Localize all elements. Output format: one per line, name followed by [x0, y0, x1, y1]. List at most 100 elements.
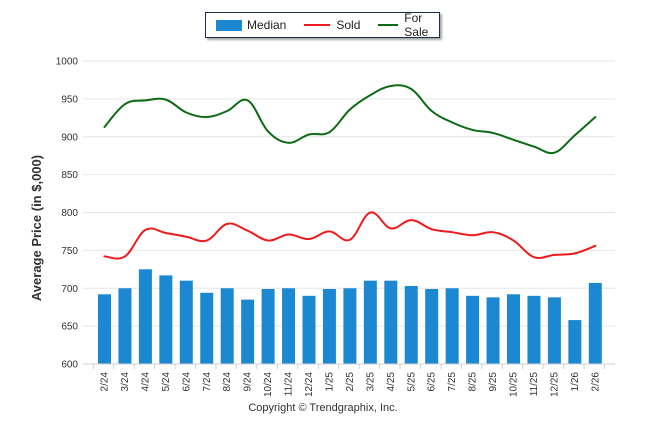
median-bar[interactable] — [363, 280, 377, 364]
for-sale-point — [226, 110, 229, 112]
sold-line-swatch-icon — [304, 24, 331, 26]
sold-line[interactable] — [103, 211, 597, 260]
y-tick-label: 650 — [61, 322, 78, 333]
x-tick-label: 12/25 — [549, 372, 560, 397]
median-bar[interactable] — [445, 288, 459, 364]
median-bar[interactable] — [200, 292, 214, 364]
sold-point — [226, 222, 229, 225]
median-bar[interactable] — [282, 288, 296, 364]
for-sale-point — [103, 126, 106, 128]
x-tick-label: 11/24 — [284, 372, 295, 397]
sold-point — [451, 231, 454, 234]
median-bar[interactable] — [507, 294, 520, 364]
median-bar[interactable] — [466, 295, 480, 364]
for-sale-line[interactable] — [103, 84, 597, 155]
for-sale-point — [267, 130, 269, 133]
median-bar[interactable] — [322, 289, 336, 364]
median-swatch-icon — [216, 19, 242, 31]
x-tick-label: 5/25 — [406, 372, 417, 392]
x-tick-label: 2/26 — [590, 372, 601, 392]
median-bar[interactable] — [568, 320, 582, 364]
y-tick-label: 900 — [61, 132, 78, 143]
for-sale-point — [246, 99, 249, 102]
y-tick-label: 850 — [61, 170, 78, 181]
median-bar[interactable] — [588, 282, 602, 364]
median-bar[interactable] — [118, 288, 132, 364]
sold-point — [553, 254, 556, 256]
sold-point — [124, 255, 126, 258]
median-bar[interactable] — [261, 289, 275, 364]
median-bar[interactable] — [527, 295, 541, 364]
median-bar[interactable] — [302, 295, 316, 364]
x-tick-label: 12/24 — [304, 372, 315, 397]
legend-item-sold[interactable]: Sold — [304, 18, 360, 32]
for-sale-point — [594, 116, 597, 118]
legend: Median Sold For Sale — [205, 11, 440, 39]
sold-point — [410, 219, 413, 221]
sold-point — [328, 230, 331, 233]
median-bar[interactable] — [138, 269, 152, 364]
x-tick-label: 1/26 — [570, 372, 581, 392]
median-bar[interactable] — [241, 299, 255, 364]
median-bars — [98, 269, 602, 364]
sold-point — [267, 239, 269, 242]
y-tick-label: 800 — [61, 208, 78, 219]
legend-label-median: Median — [247, 18, 287, 32]
x-tick-label: 4/25 — [386, 372, 397, 392]
legend-label-sold: Sold — [336, 18, 361, 32]
for-sale-point — [287, 141, 290, 144]
for-sale-point — [349, 108, 351, 111]
x-tick-label: 1/25 — [324, 372, 335, 392]
sold-point — [287, 233, 290, 236]
median-bar[interactable] — [343, 288, 357, 364]
sold-point — [164, 232, 167, 234]
median-bar[interactable] — [384, 280, 398, 364]
sold-point — [246, 229, 249, 232]
median-bar[interactable] — [547, 297, 561, 364]
y-tick-label: 950 — [61, 94, 78, 105]
sold-point — [471, 234, 474, 237]
y-axis-label: Average Price (in $,000) — [29, 155, 44, 301]
for-sale-point — [492, 132, 494, 134]
x-tick-label: 7/24 — [202, 372, 213, 392]
for-sale-point — [410, 88, 413, 90]
median-bar[interactable] — [220, 288, 234, 364]
median-bar[interactable] — [98, 294, 111, 364]
x-tick-label: 10/25 — [509, 372, 520, 397]
median-bar[interactable] — [179, 280, 193, 364]
x-tick-label: 4/24 — [140, 372, 151, 392]
x-tick-label: 9/25 — [488, 372, 499, 392]
sold-point — [369, 211, 372, 214]
sold-point — [573, 252, 576, 255]
x-tick-label: 6/24 — [181, 372, 192, 392]
for-sale-point — [553, 151, 556, 154]
sold-point — [512, 239, 515, 242]
x-tick-label: 6/25 — [427, 372, 438, 392]
y-tick-label: 700 — [61, 284, 78, 295]
for-sale-point — [389, 85, 392, 87]
sold-point — [492, 231, 494, 234]
median-bar[interactable] — [404, 285, 418, 364]
x-tick-label: 9/24 — [243, 372, 254, 392]
x-tick-label: 7/25 — [447, 372, 458, 392]
x-tick-label: 3/24 — [120, 372, 131, 392]
median-bar[interactable] — [425, 289, 439, 364]
sold-point — [349, 238, 351, 241]
y-tick-label: 1000 — [56, 57, 79, 68]
copyright-text: Copyright © Trendgraphix, Inc. — [248, 402, 398, 414]
x-tick-label: 8/25 — [468, 372, 479, 392]
for-sale-point — [205, 116, 208, 118]
legend-item-median[interactable]: Median — [216, 18, 286, 32]
for-sale-point — [533, 145, 535, 148]
for-sale-point — [471, 129, 474, 131]
x-tick-label: 11/25 — [529, 372, 540, 397]
x-tick-label: 2/24 — [100, 372, 111, 392]
legend-item-for-sale[interactable]: For Sale — [378, 11, 439, 39]
for-sale-point — [185, 111, 188, 114]
for-sale-point — [451, 121, 454, 124]
median-bar[interactable] — [486, 297, 500, 364]
sold-point — [594, 244, 597, 247]
for-sale-point — [573, 134, 576, 137]
median-bar[interactable] — [159, 275, 173, 364]
for-sale-point — [144, 99, 147, 102]
